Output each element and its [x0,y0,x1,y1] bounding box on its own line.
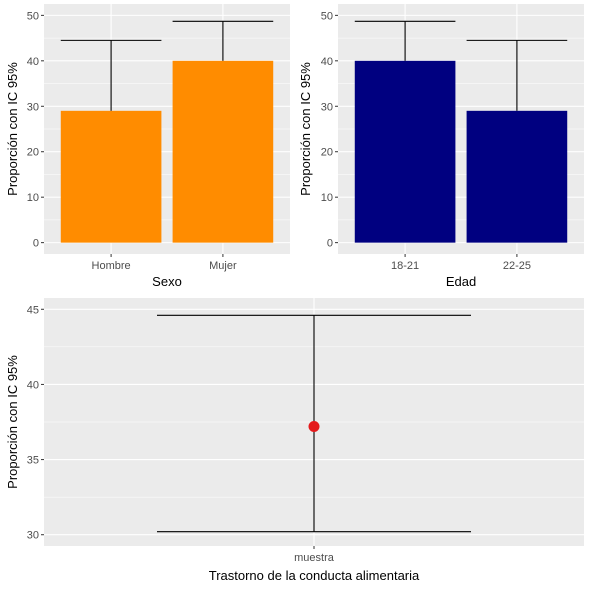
y-tick-label: 30 [27,530,39,542]
y-tick-label: 45 [27,304,39,316]
x-axis-ticks: muestra [294,546,335,564]
chart-sexo: 0 10 20 30 40 50 Hombre Mujer Sexo Proporción … [5,4,290,289]
chart-marks [60,20,274,243]
y-tick-label: 10 [27,192,39,204]
x-axis-label: Sexo [152,274,182,289]
y-tick-label: 20 [27,147,39,159]
y-tick-label: 30 [321,101,333,113]
y-axis-label: Proporción con IC 95% [5,62,20,196]
x-axis-label: Edad [446,274,476,289]
chart-marks [157,314,471,533]
x-tick-label: Mujer [209,260,237,272]
y-tick-label: 40 [27,56,39,68]
x-tick-label: muestra [294,552,335,564]
y-tick-label: 35 [27,455,39,467]
y-axis-label: Proporción con IC 95% [5,355,20,489]
y-axis-ticks: 0 10 20 30 40 50 [321,10,338,250]
chart-marks [354,20,568,243]
x-tick-label: Hombre [92,260,131,272]
y-tick-label: 40 [27,379,39,391]
x-axis-ticks: 18-21 22-25 [391,254,531,272]
data-point [308,421,320,433]
chart-edad: 0 10 20 30 40 50 18-21 22-25 Edad Proporción c… [298,4,584,289]
x-tick-label: 18-21 [391,260,419,272]
y-tick-label: 0 [327,238,333,250]
y-axis-label: Proporción con IC 95% [298,62,313,196]
bar [354,60,456,243]
x-tick-label: 22-25 [503,260,531,272]
y-tick-label: 40 [321,56,333,68]
bar [60,110,162,243]
x-axis-label: Trastorno de la conducta alimentaria [209,568,420,583]
y-axis-ticks: 0 10 20 30 40 50 [27,10,44,250]
bar [466,110,568,243]
y-tick-label: 50 [27,10,39,22]
y-tick-label: 10 [321,192,333,204]
y-tick-label: 50 [321,10,333,22]
y-tick-label: 20 [321,147,333,159]
y-tick-label: 30 [27,101,39,113]
bar [172,60,274,243]
y-tick-label: 0 [33,238,39,250]
chart-muestra: 30 35 40 45 muestra Trastorno de la conduct… [5,298,584,583]
x-axis-ticks: Hombre Mujer [92,254,237,272]
y-axis-ticks: 30 35 40 45 [27,304,44,542]
